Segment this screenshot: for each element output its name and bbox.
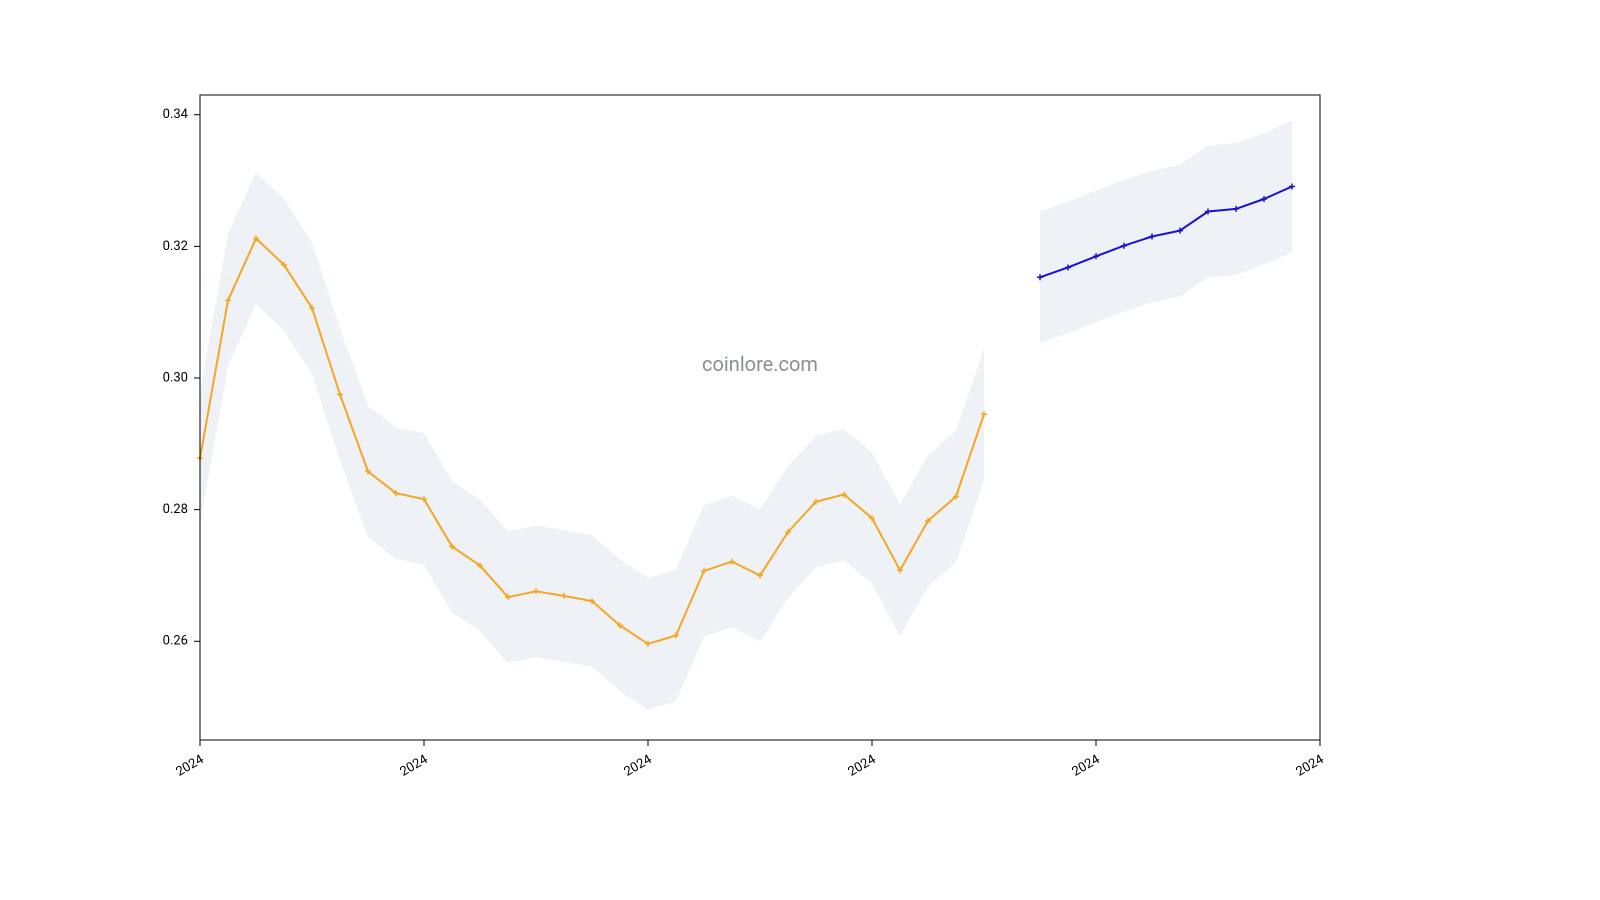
y-tick-label: 0.32 xyxy=(163,239,188,254)
y-tick-label: 0.30 xyxy=(163,370,188,385)
watermark-text: coinlore.com xyxy=(702,352,818,376)
y-tick-label: 0.28 xyxy=(163,502,188,517)
y-tick-label: 0.34 xyxy=(163,107,189,122)
price-forecast-chart: coinlore.com0.260.280.300.320.3420242024… xyxy=(0,0,1600,900)
y-tick-label: 0.26 xyxy=(163,634,188,649)
